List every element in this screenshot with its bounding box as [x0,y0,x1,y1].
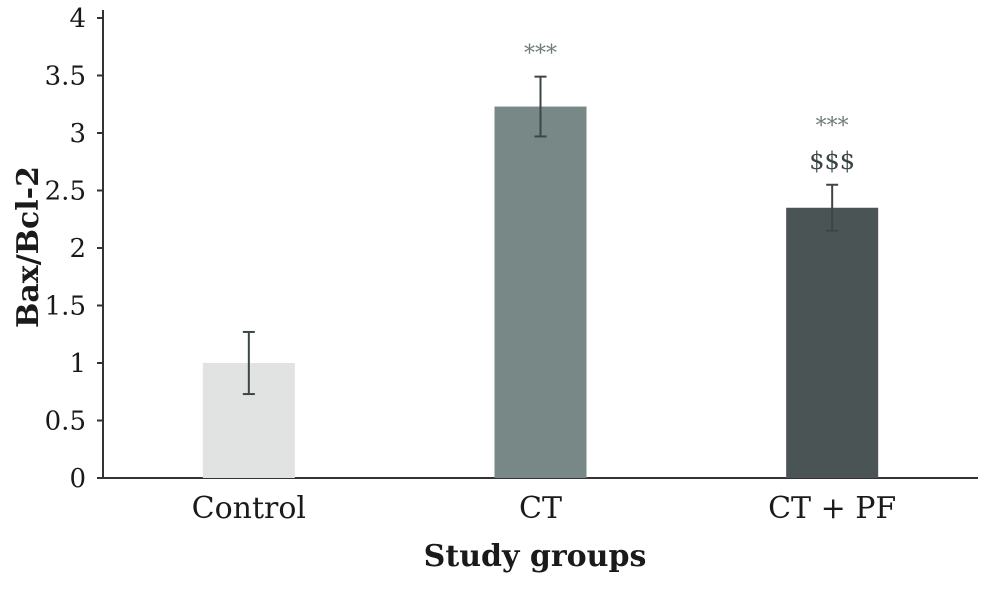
y-tick-label: 2 [69,234,86,264]
plot-area: 0 0.5 1 1.5 2 2.5 3 3.5 4 Control *** CT $$$ *** CT + … [45,4,978,526]
y-tick-label: 3.5 [45,62,86,92]
y-tick-label: 3 [69,119,86,149]
significance-label: *** [524,42,557,67]
x-tick-label: Control [192,491,306,526]
x-tick-label: CT + PF [768,491,896,526]
bar-ct-pf [786,207,879,478]
bar-ct [494,106,587,479]
y-tick-label: 1 [69,349,86,379]
x-axis-title: Study groups [424,539,647,574]
x-tick-label: CT [519,491,562,526]
y-tick-label: 1.5 [45,292,86,322]
y-tick-label: 0 [69,464,86,494]
y-tick-label: 4 [69,4,86,34]
y-tick-label: 0.5 [45,407,86,437]
y-axis-title: Bax/Bcl-2 [11,166,46,328]
significance-label: *** [816,114,849,139]
y-tick-label: 2.5 [45,177,86,207]
significance-label: $$$ [809,147,855,175]
